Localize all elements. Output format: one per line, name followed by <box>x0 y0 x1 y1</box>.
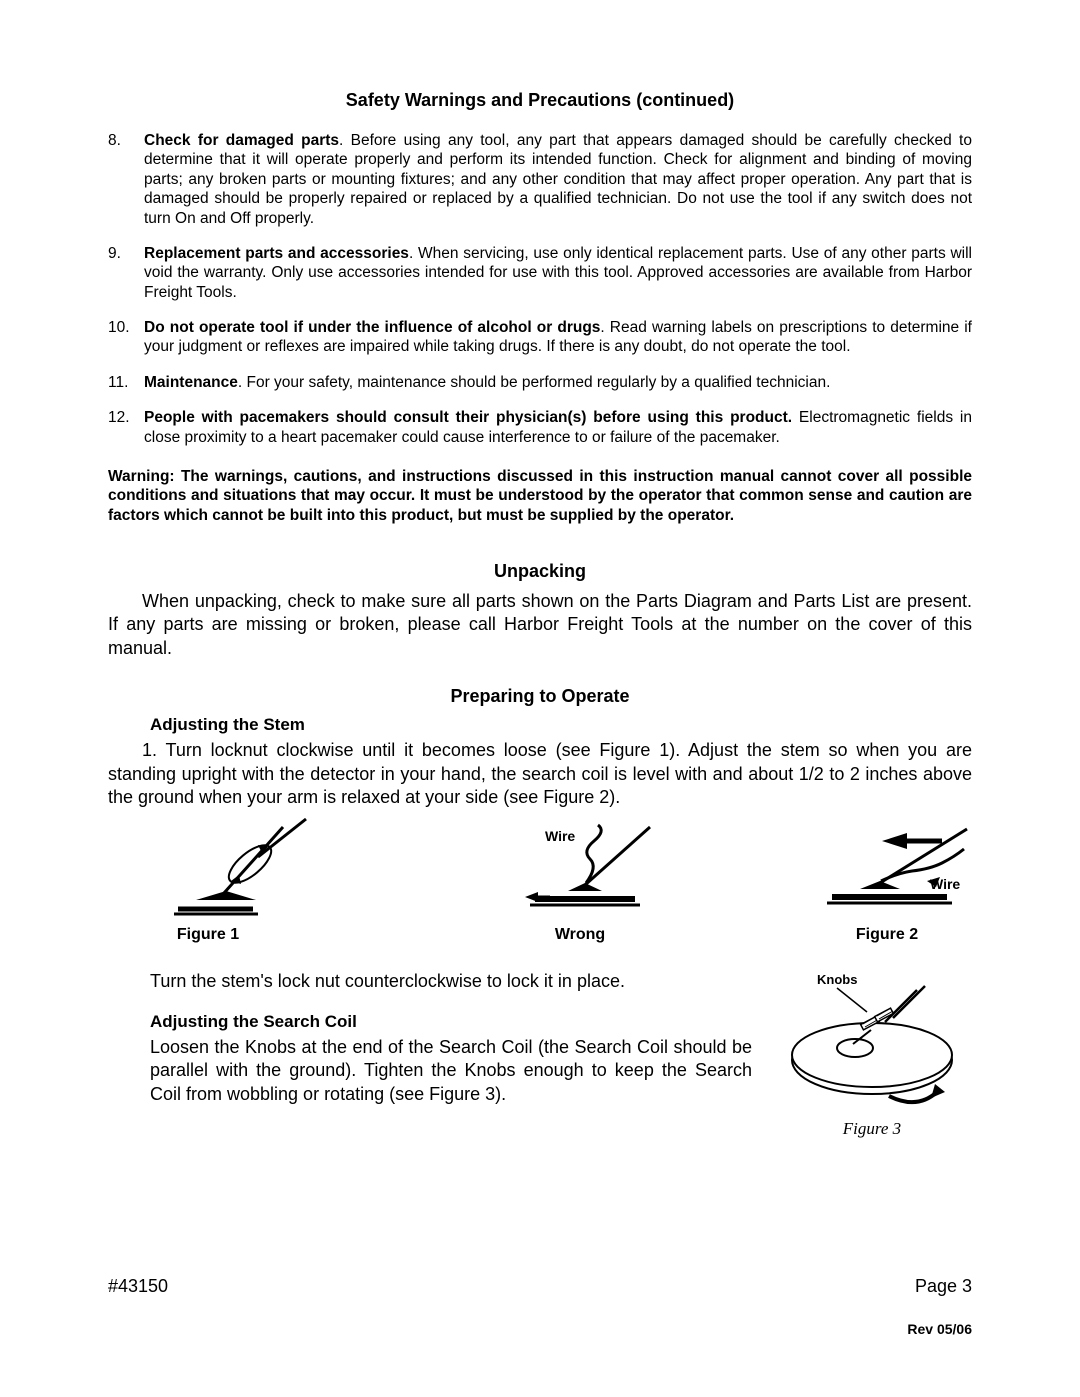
footer-page: Page 3 <box>915 1276 972 1297</box>
item-number: 9. <box>108 244 144 263</box>
preparing-title: Preparing to Operate <box>108 686 972 707</box>
footer-sku: #43150 <box>108 1276 168 1297</box>
figure-2-wrong: Wire Wrong <box>490 819 670 944</box>
item-lead: People with pacemakers should consult th… <box>144 409 792 426</box>
figure-1: Figure 1 <box>108 817 308 944</box>
list-item: 12. People with pacemakers should consul… <box>108 408 972 447</box>
item-number: 12. <box>108 408 144 427</box>
coil-subtitle: Adjusting the Search Coil <box>150 1012 752 1032</box>
item-number: 11. <box>108 373 144 392</box>
figures-row: Figure 1 Wire Wrong Wire Figure 2 <box>108 817 972 944</box>
unpacking-title: Unpacking <box>108 561 972 582</box>
figure-1-svg <box>108 817 308 917</box>
item-lead: Replacement parts and accessories <box>144 245 409 262</box>
item-number: 10. <box>108 318 144 337</box>
figure-3: Knobs Figure 3 <box>772 970 972 1139</box>
wire-label: Wire <box>545 828 575 844</box>
coil-text: Loosen the Knobs at the end of the Searc… <box>150 1036 752 1106</box>
unpacking-text: When unpacking, check to make sure all p… <box>108 590 972 660</box>
item-body: Check for damaged parts. Before using an… <box>144 131 972 228</box>
item-body: Replacement parts and accessories. When … <box>144 244 972 302</box>
list-item: 10. Do not operate tool if under the inf… <box>108 318 972 357</box>
list-item: 8. Check for damaged parts. Before using… <box>108 131 972 228</box>
item-lead: Maintenance <box>144 374 238 391</box>
list-item: 11. Maintenance. For your safety, mainte… <box>108 373 972 392</box>
safety-list: 8. Check for damaged parts. Before using… <box>108 131 972 447</box>
item-number: 8. <box>108 131 144 150</box>
figure-1-caption: Figure 1 <box>108 926 308 944</box>
lock-text: Turn the stem's lock nut counterclockwis… <box>150 970 752 993</box>
item-body: People with pacemakers should consult th… <box>144 408 972 447</box>
safety-title: Safety Warnings and Precautions (continu… <box>108 90 972 111</box>
wrong-label: Wrong <box>490 926 670 944</box>
item-body: Do not operate tool if under the influen… <box>144 318 972 357</box>
lower-block: Turn the stem's lock nut counterclockwis… <box>108 970 972 1139</box>
knobs-label: Knobs <box>817 972 857 987</box>
item-lead: Do not operate tool if under the influen… <box>144 319 600 336</box>
figure-3-svg: Knobs <box>777 970 967 1110</box>
stem-subtitle: Adjusting the Stem <box>150 715 972 735</box>
figure-2: Wire Figure 2 <box>802 827 972 944</box>
stem-text: 1. Turn locknut clockwise until it becom… <box>108 739 972 809</box>
footer-rev: Rev 05/06 <box>907 1321 972 1337</box>
item-body: Maintenance. For your safety, maintenanc… <box>144 373 972 392</box>
lower-text-col: Turn the stem's lock nut counterclockwis… <box>108 970 752 1106</box>
figure-2-wrong-svg: Wire <box>490 819 670 919</box>
figure-2-caption: Figure 2 <box>802 926 972 944</box>
page-footer: #43150 Page 3 <box>108 1276 972 1297</box>
list-item: 9. Replacement parts and accessories. Wh… <box>108 244 972 302</box>
item-text: . For your safety, maintenance should be… <box>238 374 830 391</box>
figure-3-caption: Figure 3 <box>772 1119 972 1139</box>
figure-2-svg: Wire <box>802 827 972 917</box>
warning-paragraph: Warning: The warnings, cautions, and ins… <box>108 467 972 525</box>
item-lead: Check for damaged parts <box>144 132 339 149</box>
